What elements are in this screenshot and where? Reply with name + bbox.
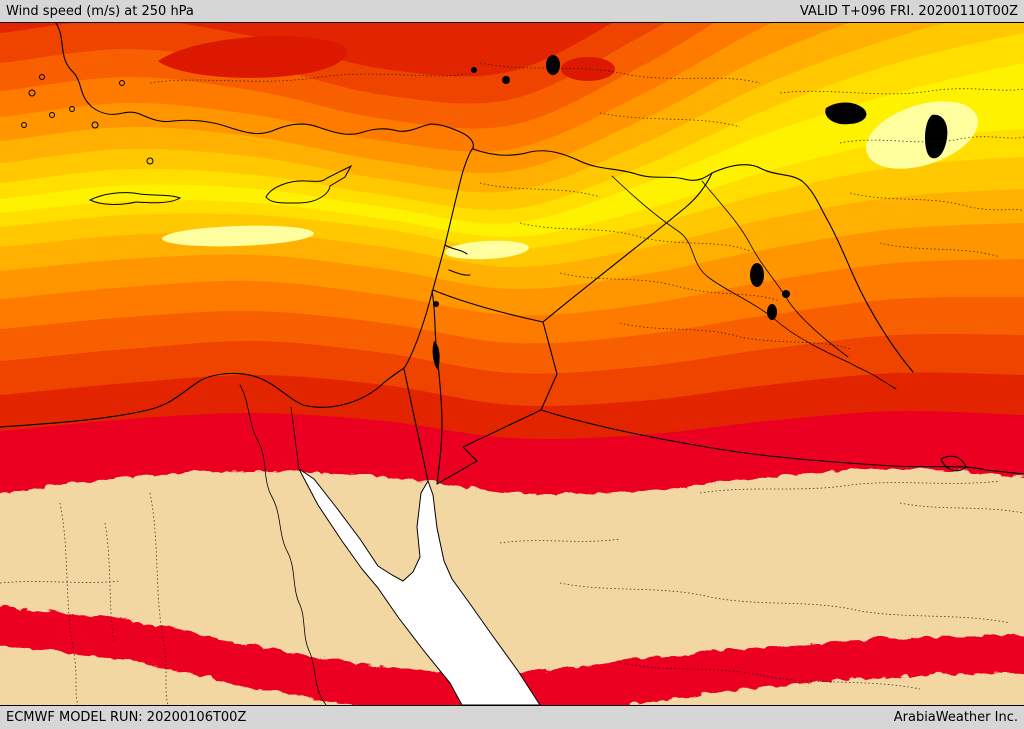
- red-sea: [298, 468, 541, 705]
- shatt-al-arab: [849, 362, 897, 390]
- islands: [21, 74, 353, 205]
- mediterranean-coastline: [0, 114, 474, 428]
- lake-tuz: [546, 55, 560, 75]
- admin-boundary: [559, 272, 781, 302]
- lakes: [432, 55, 948, 370]
- israel-jordan-border: [431, 290, 443, 485]
- admin-boundary: [559, 582, 1011, 624]
- dead-sea: [432, 341, 440, 370]
- rivers: [239, 175, 897, 705]
- anatolia-lake: [471, 67, 477, 73]
- aegean-island: [119, 80, 125, 86]
- country-borders: [403, 148, 1024, 485]
- syria-iraq-border: [542, 172, 713, 323]
- suez-canal: [290, 406, 300, 470]
- iraq-iran-border: [711, 164, 914, 373]
- admin-boundary: [519, 222, 751, 252]
- lebanon-border: [448, 269, 471, 276]
- wind-maxima-patches: [158, 36, 615, 81]
- israel-egypt-border: [403, 368, 429, 482]
- admin-boundary: [149, 492, 169, 705]
- admin-boundary: [599, 112, 741, 128]
- map-container: [0, 22, 1024, 705]
- valid-time-label: VALID T+096 FRI. 20200110T00Z: [799, 3, 1018, 19]
- admin-boundary: [479, 62, 761, 84]
- aegean-coastline: [55, 23, 143, 116]
- lake-van: [825, 102, 867, 125]
- lake-urmia: [924, 114, 948, 159]
- aegean-island: [39, 74, 45, 80]
- admin-boundary: [619, 322, 851, 350]
- admin-boundary: [839, 136, 1024, 144]
- crete-island: [88, 192, 182, 205]
- admin-boundary: [699, 480, 1001, 494]
- pale-yellow-cores: [162, 101, 978, 260]
- lebanon-border: [444, 244, 468, 255]
- aegean-island: [49, 112, 55, 118]
- header-bar: Wind speed (m/s) at 250 hPa VALID T+096 …: [0, 0, 1024, 22]
- wind-speed-band: [0, 606, 1024, 705]
- map-svg: [0, 23, 1024, 705]
- jet-core: [445, 240, 529, 260]
- coastlines: [0, 23, 474, 428]
- aegean-island: [28, 89, 36, 97]
- admin-boundary: [149, 72, 471, 84]
- tigris-river: [701, 180, 849, 358]
- euphrates-river: [611, 175, 851, 364]
- wind-max-patch: [561, 57, 615, 81]
- lake-habbaniyah: [782, 290, 790, 298]
- anatolia-lake: [502, 76, 510, 84]
- nile-river: [239, 384, 327, 705]
- admin-boundaries: [0, 62, 1024, 705]
- admin-boundary: [0, 580, 121, 584]
- jet-core: [162, 225, 314, 247]
- map-title: Wind speed (m/s) at 250 hPa: [6, 3, 194, 19]
- admin-boundary: [899, 502, 1024, 514]
- aegean-island: [69, 106, 75, 112]
- wind-max-patch: [158, 36, 347, 78]
- kuwait-border: [940, 455, 967, 472]
- credit-label: ArabiaWeather Inc.: [893, 710, 1018, 725]
- cyprus-island: [265, 164, 353, 204]
- rhodes-island: [146, 157, 154, 165]
- syria-jordan-border: [432, 289, 544, 323]
- footer-bar: ECMWF MODEL RUN: 20200106T00Z ArabiaWeat…: [0, 705, 1024, 729]
- jet-core: [866, 101, 978, 169]
- model-run-label: ECMWF MODEL RUN: 20200106T00Z: [6, 710, 247, 725]
- jordan-saudi-border: [436, 321, 558, 485]
- aegean-island: [21, 122, 27, 128]
- turkey-syria-border: [472, 148, 713, 181]
- sea-of-galilee: [433, 301, 439, 307]
- iraq-saudi-border: [540, 409, 1024, 475]
- admin-boundary: [779, 88, 1024, 95]
- lake-tharthar: [750, 263, 764, 287]
- admin-boundary: [619, 662, 921, 690]
- admin-boundary: [59, 502, 79, 705]
- aegean-island: [91, 121, 99, 129]
- lake-razzaza: [767, 304, 777, 320]
